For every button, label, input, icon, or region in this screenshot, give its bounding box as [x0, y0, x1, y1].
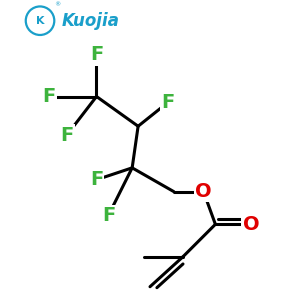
- Text: ®: ®: [54, 2, 60, 8]
- Text: F: F: [90, 45, 103, 64]
- Text: F: F: [60, 126, 74, 145]
- Text: Kuojia: Kuojia: [61, 12, 120, 30]
- Text: F: F: [102, 206, 115, 225]
- Text: F: F: [42, 87, 56, 106]
- Text: O: O: [243, 215, 260, 234]
- Text: F: F: [161, 93, 175, 112]
- Text: O: O: [195, 182, 212, 201]
- Text: K: K: [36, 16, 44, 26]
- Text: F: F: [90, 170, 103, 189]
